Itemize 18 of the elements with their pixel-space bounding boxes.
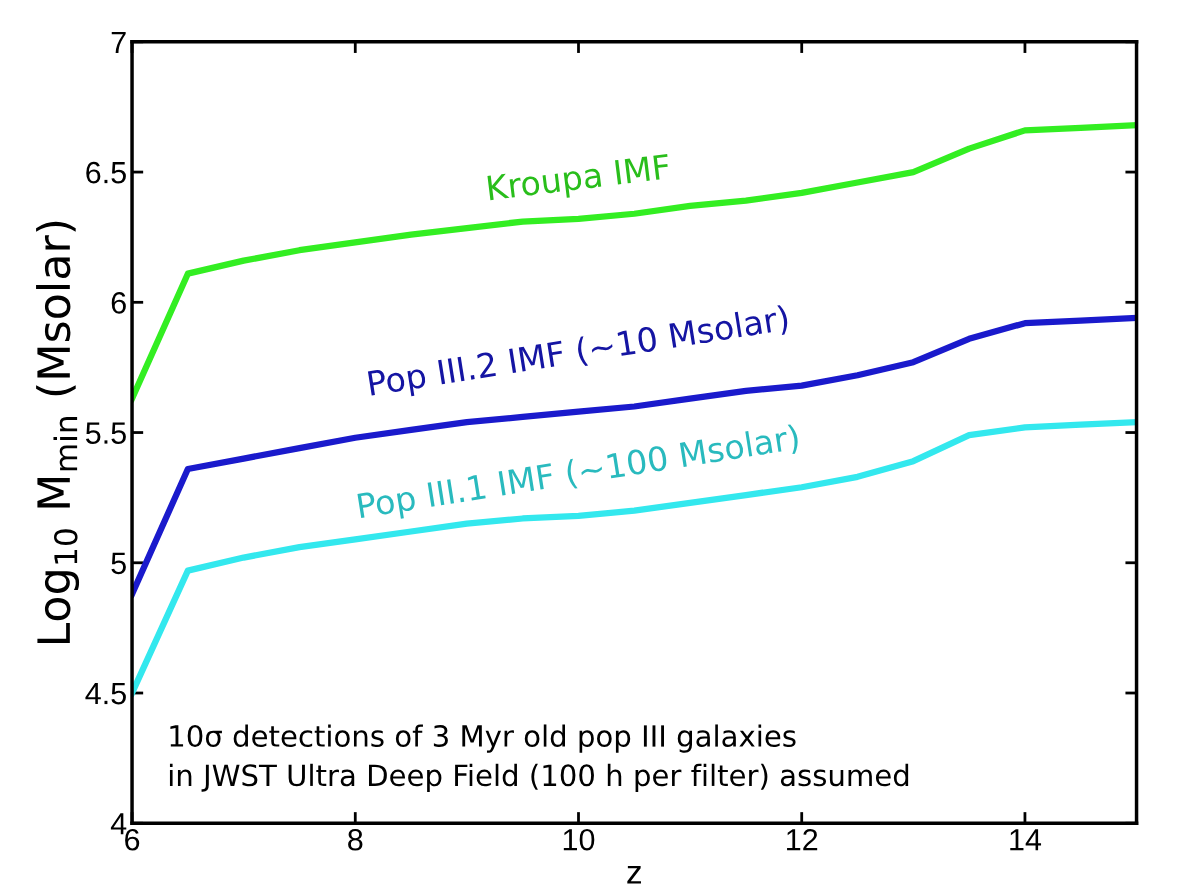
y-tick-label: 4.5 — [85, 683, 126, 705]
y-axis-title: Log$_{10}$ M$_{min}$ (Msolar) — [36, 221, 80, 644]
y-tick-label: 6 — [111, 292, 126, 314]
text: Pop III.1 IMF (~100 Msolar) — [357, 423, 801, 525]
y-tick-label: 7 — [111, 31, 126, 53]
x-tick-label: 6 — [125, 828, 140, 851]
x-tick-label: 14 — [1010, 829, 1042, 851]
y-tick-label: 4 — [110, 813, 127, 835]
annotation: 10σ detections of 3 Myr old pop III galaxies in JWST Ultra Deep Field (100 h per filter) assumed — [169, 724, 909, 792]
y-tick-label: 5.5 — [85, 422, 126, 444]
x-tick-label: 8 — [348, 828, 363, 851]
text: Pop III.2 IMF (~10 Msolar) — [367, 304, 790, 403]
text: Kroupa IMF — [487, 153, 671, 208]
x-axis-title: z — [627, 865, 641, 884]
y-tick-label: 6.5 — [86, 161, 126, 184]
x-tick-label: 10 — [563, 828, 595, 851]
y-tick-label: 5 — [111, 552, 126, 575]
x-tick-label: 12 — [787, 828, 818, 851]
